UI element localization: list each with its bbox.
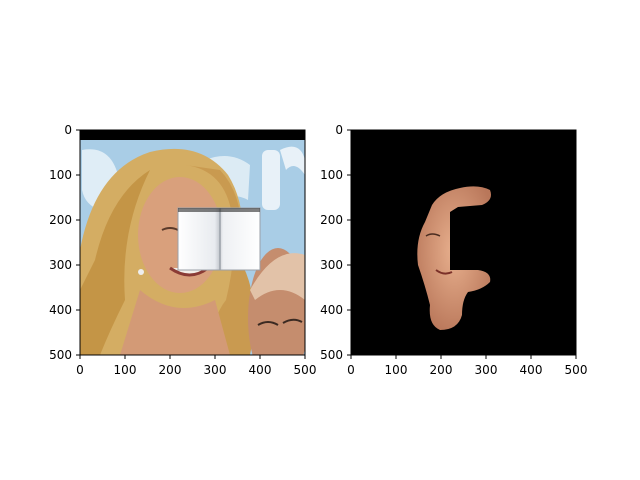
mask-x-tick-label: 300 [475, 363, 498, 377]
photo-image [80, 130, 305, 355]
mask-y-tick-label: 100 [320, 168, 343, 182]
photo-y-tick-label: 500 [49, 348, 72, 362]
photo-x-tick-label: 300 [204, 363, 227, 377]
mask-y-tick-label: 200 [320, 213, 343, 227]
book-overlay [177, 207, 261, 271]
photo-x-tick-label: 400 [249, 363, 272, 377]
mask-x-tick-label: 100 [385, 363, 408, 377]
mask-y-tick-label: 0 [335, 123, 343, 137]
mask-y-tick-label: 500 [320, 348, 343, 362]
photo-y-tick-label: 100 [49, 168, 72, 182]
mask-x-tick-label: 500 [565, 363, 588, 377]
mask-axes-frame [350, 129, 577, 356]
face-mask-region [417, 186, 491, 330]
mask-axis-ticks: 0 100 200 300 400 500 0 100 200 300 400 500 [320, 123, 587, 377]
photo-y-tick-label: 300 [49, 258, 72, 272]
photo-y-tick-label: 400 [49, 303, 72, 317]
photo-panel: 0 100 200 300 400 500 0 100 200 300 400 500 [49, 123, 316, 377]
mask-image [351, 130, 576, 355]
photo-x-tick-label: 100 [114, 363, 137, 377]
photo-axes-frame [79, 129, 306, 356]
photo-y-tick-label: 200 [49, 213, 72, 227]
mask-x-tick-label: 0 [347, 363, 355, 377]
mask-x-tick-label: 200 [430, 363, 453, 377]
photo-axis-ticks: 0 100 200 300 400 500 0 100 200 300 400 500 [49, 123, 316, 377]
photo-x-tick-label: 500 [294, 363, 317, 377]
photo-y-tick-label: 0 [64, 123, 72, 137]
mask-y-tick-label: 400 [320, 303, 343, 317]
mask-y-tick-label: 300 [320, 258, 343, 272]
mask-x-tick-label: 400 [520, 363, 543, 377]
photo-x-tick-label: 0 [76, 363, 84, 377]
mask-panel: 0 100 200 300 400 500 0 100 200 300 400 500 [320, 123, 587, 377]
photo-x-tick-label: 200 [159, 363, 182, 377]
